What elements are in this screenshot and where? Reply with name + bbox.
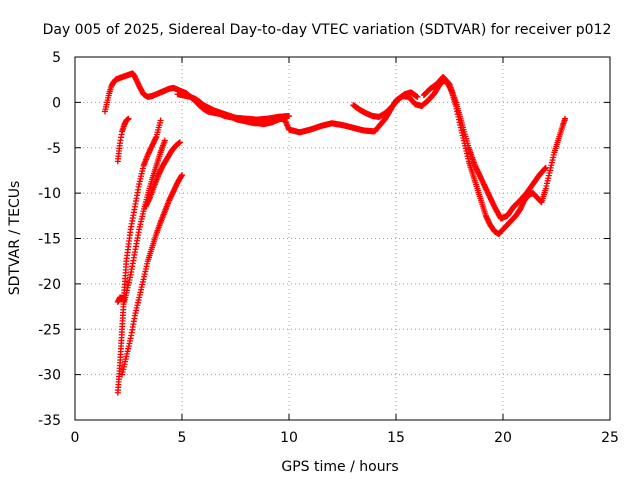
data-point (125, 115, 132, 122)
data-point (414, 93, 421, 100)
series-descending-arc-1 (114, 115, 132, 165)
y-axis-label: SDTVAR / TECUs (7, 181, 23, 296)
x-axis-label: GPS time / hours (281, 459, 398, 475)
data-point (542, 164, 549, 171)
series-secondary-arc (174, 91, 292, 123)
series-descending-arc-2 (114, 117, 164, 396)
y-tick-label: -30 (38, 368, 61, 384)
data-point (562, 115, 569, 122)
data-points (101, 70, 569, 396)
series-upper-left-arc (142, 139, 183, 210)
y-tick-label: -20 (38, 277, 61, 293)
data-point (286, 112, 292, 119)
data-point (176, 139, 183, 146)
y-tick-label: -10 (38, 186, 61, 202)
x-tick-label: 15 (387, 430, 405, 446)
y-tick-label: 5 (52, 50, 61, 66)
data-point (179, 171, 185, 178)
series-mid-arc (350, 89, 421, 120)
x-tick-label: 0 (71, 430, 80, 446)
y-tick-label: -15 (38, 232, 61, 248)
x-tick-label: 5 (178, 430, 187, 446)
x-tick-label: 10 (280, 430, 298, 446)
plot-frame (74, 56, 611, 421)
data-point (157, 117, 164, 124)
series-late-arc (420, 73, 549, 222)
data-point (161, 137, 168, 144)
series-descending-arc-4 (119, 171, 185, 378)
y-tick-label: 0 (52, 95, 61, 111)
y-tick-label: -25 (38, 322, 61, 338)
x-tick-label: 25 (601, 430, 619, 446)
tick-labels: 0 5 10 15 20 25 5 0 -5 -10 -15 -20 -25 -30 -35 (38, 50, 619, 446)
chart-title: Day 005 of 2025, Sidereal Day-to-day VTE… (43, 22, 612, 38)
y-tick-label: -35 (38, 413, 61, 429)
y-tick-label: -5 (47, 141, 61, 157)
x-tick-label: 20 (494, 430, 512, 446)
